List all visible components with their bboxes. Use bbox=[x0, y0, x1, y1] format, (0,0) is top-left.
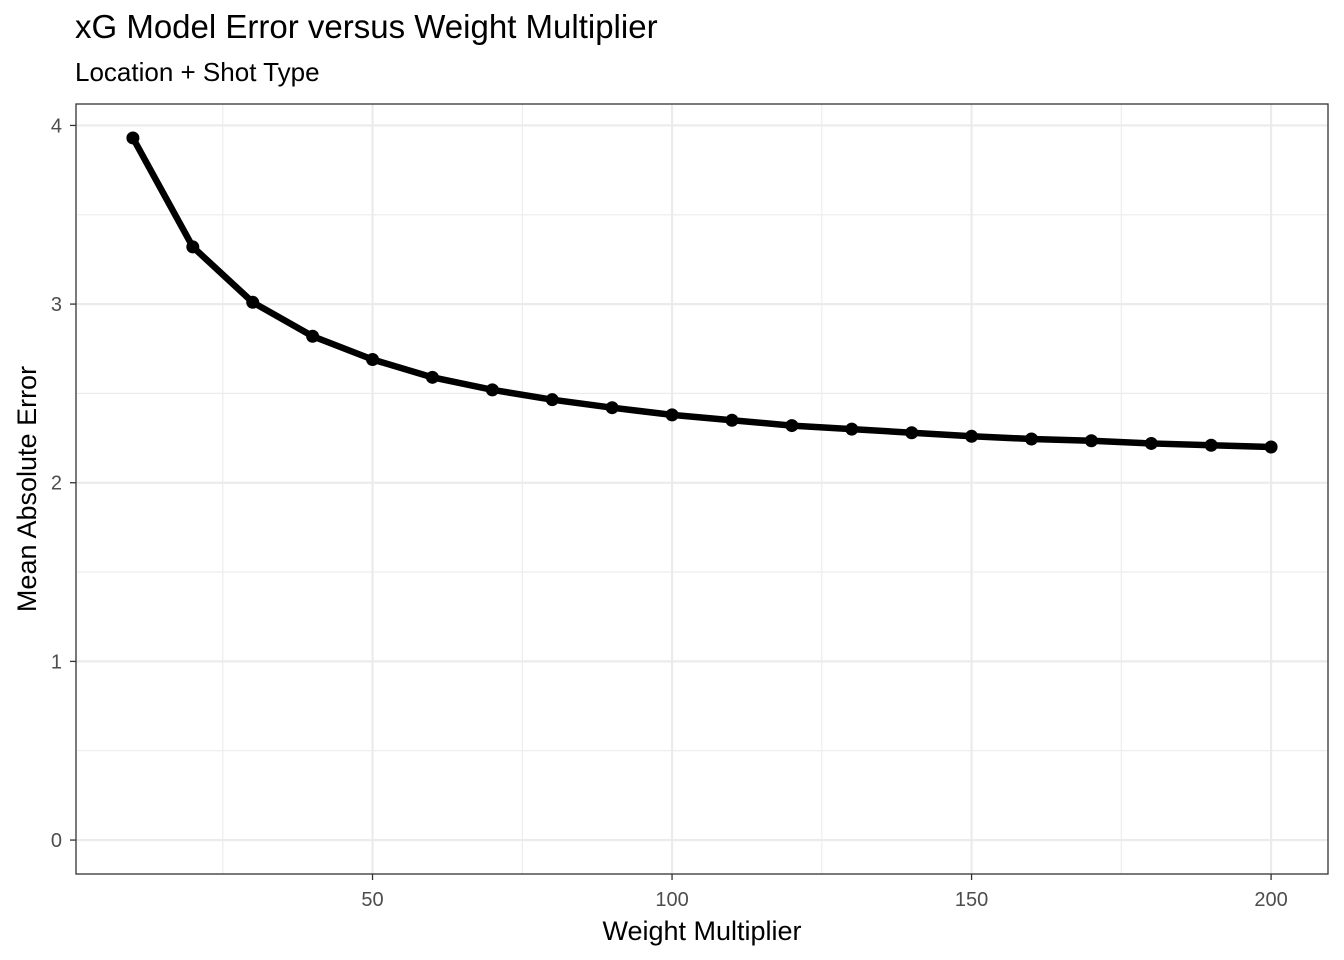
data-point bbox=[485, 383, 499, 397]
data-point bbox=[605, 401, 619, 415]
minor-gridlines bbox=[76, 104, 1328, 874]
x-tick-label: 50 bbox=[361, 889, 383, 911]
series-line bbox=[130, 136, 1272, 451]
data-point bbox=[1144, 436, 1158, 450]
data-point bbox=[905, 426, 919, 440]
data-point bbox=[545, 393, 559, 407]
x-tick-label: 150 bbox=[955, 889, 988, 911]
y-axis-title: Mean Absolute Error bbox=[12, 366, 42, 612]
y-tick-label: 1 bbox=[51, 651, 62, 673]
series-layer bbox=[126, 131, 1278, 454]
y-tick-label: 4 bbox=[51, 115, 62, 137]
axis-ticks bbox=[70, 124, 1272, 880]
data-point bbox=[965, 429, 979, 443]
data-point bbox=[1264, 440, 1278, 454]
data-point bbox=[366, 352, 380, 366]
tick-labels: 50 100 150 200 0 1 2 3 4 bbox=[51, 115, 1288, 911]
data-point bbox=[1024, 432, 1038, 446]
data-point bbox=[725, 413, 739, 427]
data-point bbox=[246, 295, 260, 309]
data-point bbox=[785, 419, 799, 433]
chart-subtitle: Location + Shot Type bbox=[75, 57, 320, 87]
data-point bbox=[845, 422, 859, 436]
data-point bbox=[1204, 438, 1218, 452]
chart-title: xG Model Error versus Weight Multiplier bbox=[75, 8, 658, 45]
x-tick-label: 200 bbox=[1254, 889, 1287, 911]
data-point bbox=[1084, 434, 1098, 448]
plot-panel-border bbox=[75, 103, 1329, 875]
major-gridlines bbox=[76, 104, 1328, 874]
data-point bbox=[186, 240, 200, 254]
data-point bbox=[665, 408, 679, 422]
y-tick-label: 3 bbox=[51, 294, 62, 316]
x-tick-label: 100 bbox=[655, 889, 688, 911]
y-tick-label: 2 bbox=[51, 473, 62, 495]
data-point bbox=[425, 370, 439, 384]
data-point bbox=[126, 131, 140, 145]
y-tick-label: 0 bbox=[51, 830, 62, 852]
x-axis-title: Weight Multiplier bbox=[602, 916, 801, 946]
data-point bbox=[306, 329, 320, 343]
